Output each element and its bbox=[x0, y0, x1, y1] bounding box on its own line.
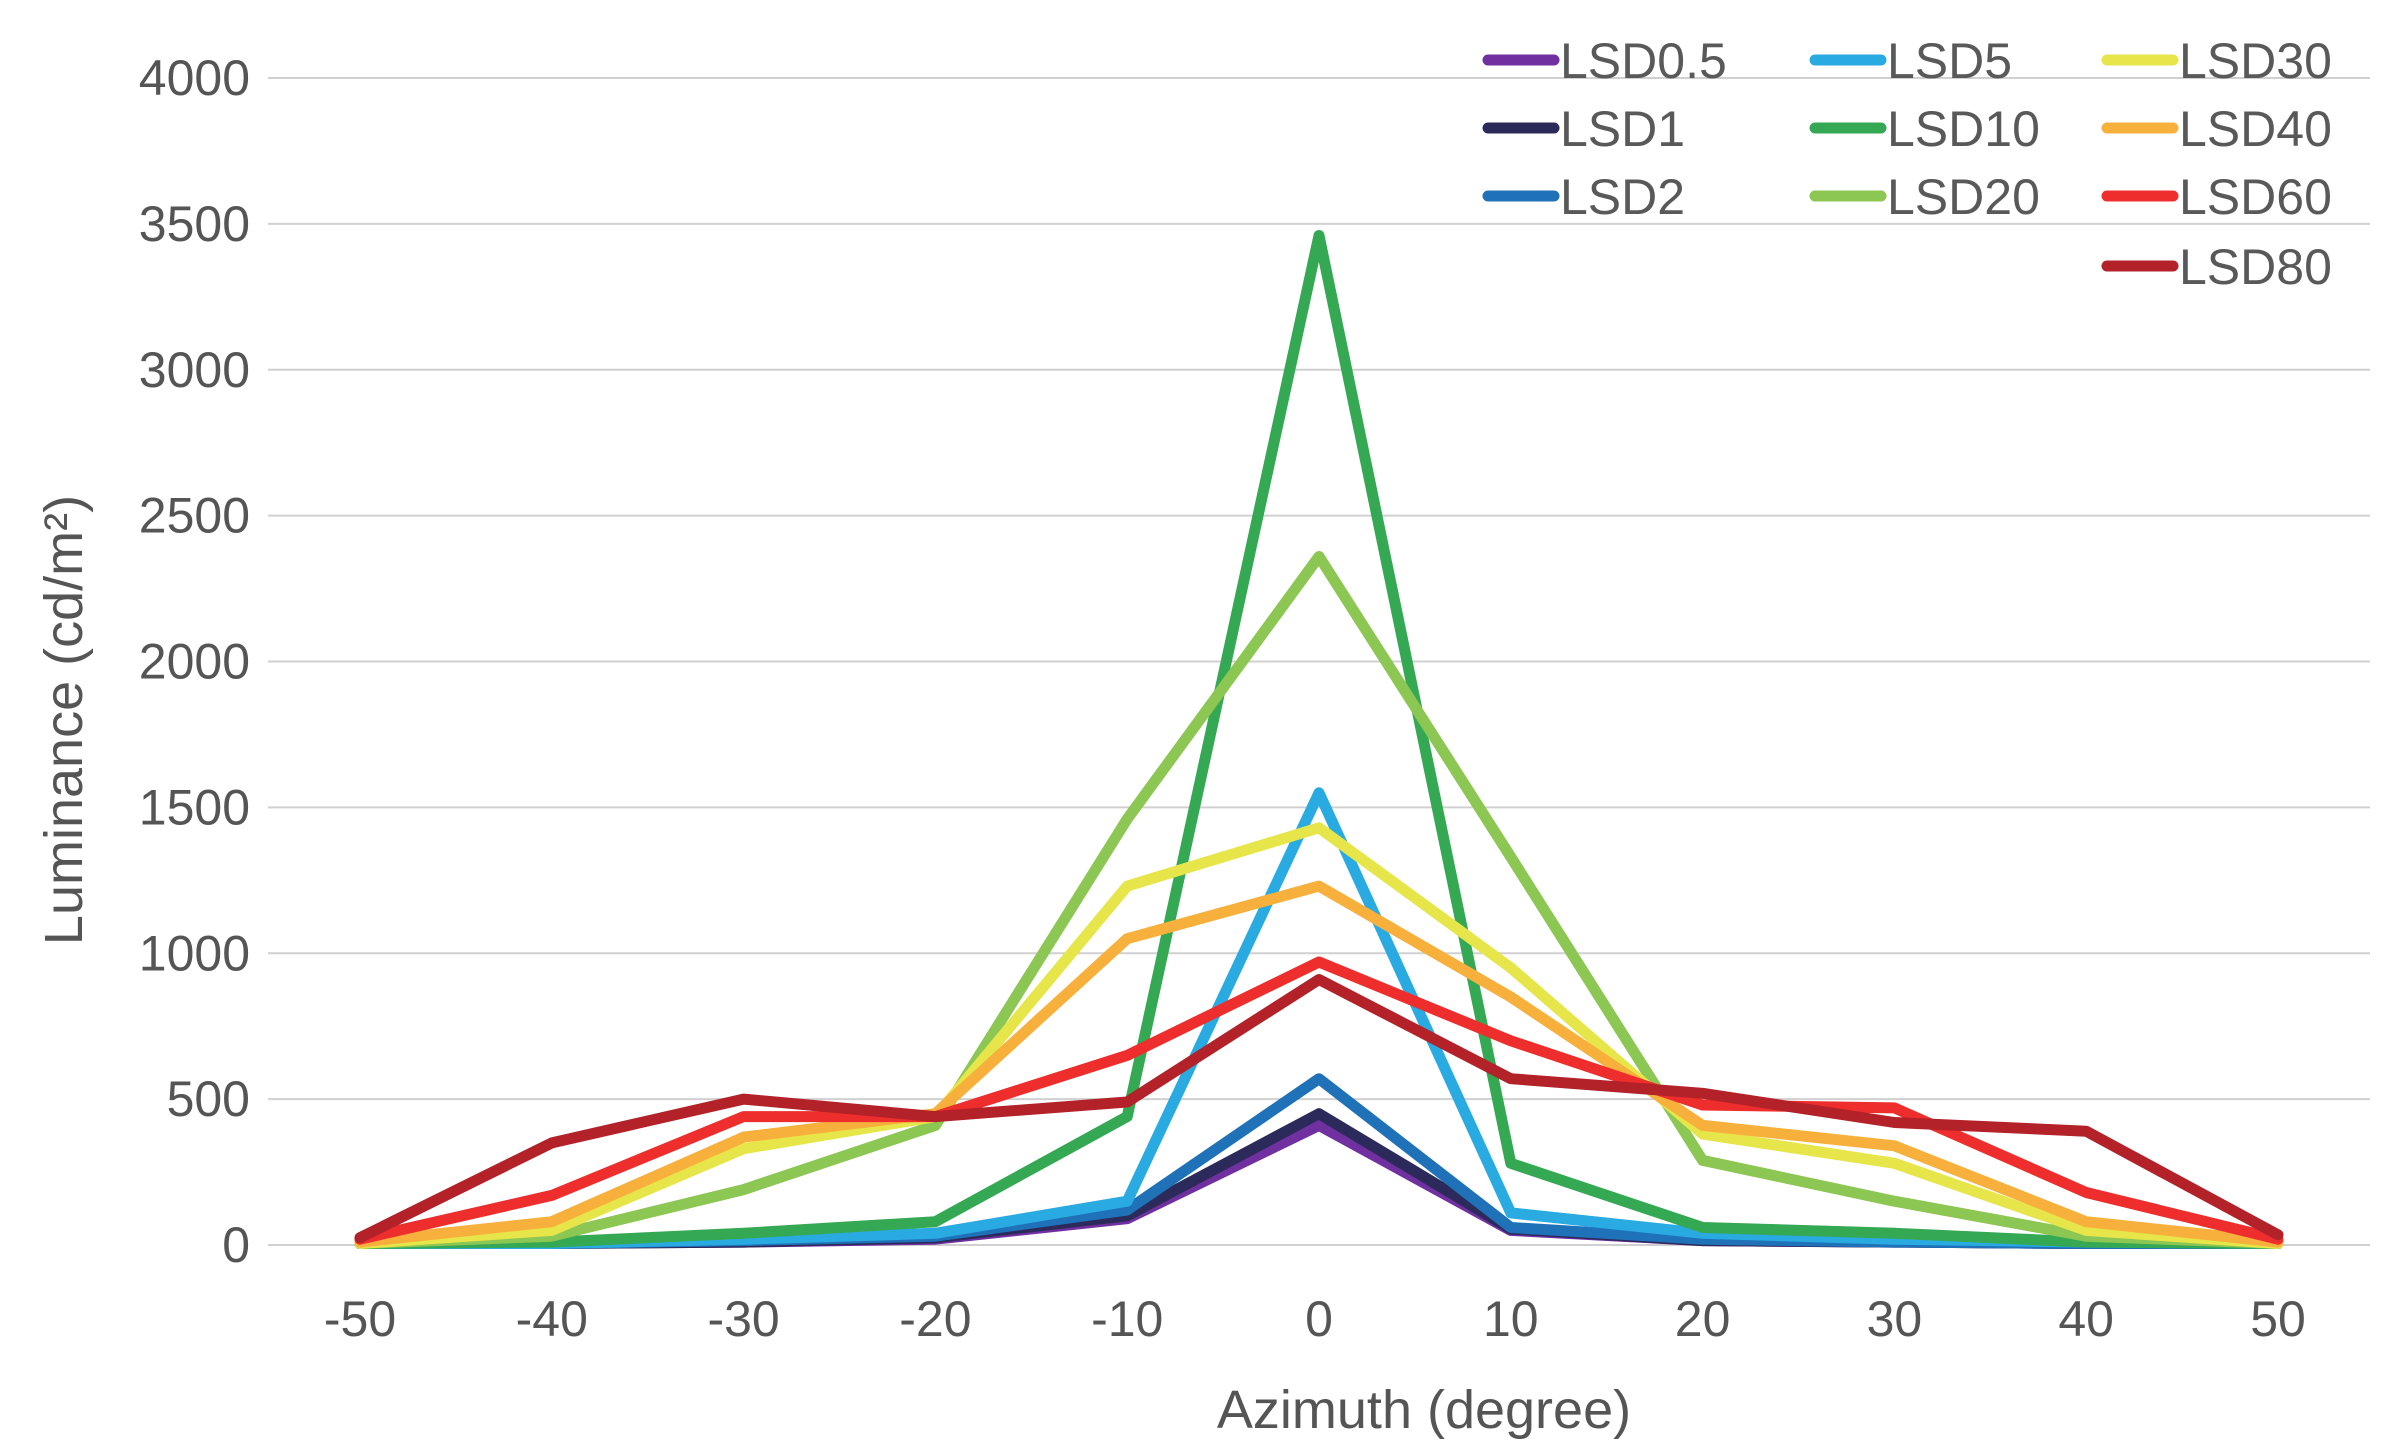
x-tick-label: -20 bbox=[899, 1291, 971, 1347]
x-tick-label: -30 bbox=[707, 1291, 779, 1347]
legend-label: LSD0.5 bbox=[1560, 33, 1727, 89]
series-line-lsd60 bbox=[354, 956, 2284, 1245]
legend-label: LSD10 bbox=[1887, 101, 2040, 157]
legend-label: LSD2 bbox=[1560, 169, 1685, 225]
y-tick-label: 0 bbox=[222, 1217, 250, 1273]
legend-label: LSD5 bbox=[1887, 33, 2012, 89]
y-axis-title: Luminance (cd/m²) bbox=[34, 495, 94, 945]
series-line-lsd30 bbox=[354, 822, 2284, 1249]
y-tick-label: 500 bbox=[167, 1071, 250, 1127]
y-tick-label: 2000 bbox=[139, 634, 250, 690]
x-tick-label: -10 bbox=[1091, 1291, 1163, 1347]
y-tick-label: 1000 bbox=[139, 925, 250, 981]
x-axis-ticks: -50 -40 -30 -20 -10 0 10 20 30 40 50 bbox=[324, 1291, 2306, 1347]
x-axis-title: Azimuth (degree) bbox=[1217, 1380, 1631, 1440]
legend-label: LSD80 bbox=[2179, 239, 2332, 295]
series-line-lsd40 bbox=[354, 880, 2284, 1248]
gridlines bbox=[268, 77, 2370, 1246]
series-line-lsd80 bbox=[354, 974, 2284, 1244]
x-tick-label: 20 bbox=[1675, 1291, 1731, 1347]
x-tick-label: 30 bbox=[1867, 1291, 1923, 1347]
legend-label: LSD40 bbox=[2179, 101, 2332, 157]
legend-label: LSD20 bbox=[1887, 169, 2040, 225]
x-tick-label: -50 bbox=[324, 1291, 396, 1347]
x-tick-label: 40 bbox=[2058, 1291, 2114, 1347]
y-tick-label: 1500 bbox=[139, 779, 250, 835]
y-tick-label: 2500 bbox=[139, 488, 250, 544]
legend: LSD0.5 LSD1 LSD2 LSD5 LSD10 LSD20 LSD30 LSD40 LS… bbox=[1482, 33, 2332, 295]
y-axis-ticks: 0 500 1000 1500 2000 2500 3000 3500 4000 bbox=[139, 50, 250, 1273]
x-tick-label: 10 bbox=[1483, 1291, 1539, 1347]
series-lines bbox=[354, 230, 2284, 1249]
legend-label: LSD1 bbox=[1560, 101, 1685, 157]
y-tick-label: 4000 bbox=[139, 50, 250, 106]
series-line-lsd20 bbox=[354, 551, 2284, 1249]
legend-label: LSD60 bbox=[2179, 169, 2332, 225]
legend-label: LSD30 bbox=[2179, 33, 2332, 89]
x-tick-label: 0 bbox=[1305, 1291, 1333, 1347]
x-tick-label: 50 bbox=[2250, 1291, 2306, 1347]
series-line-lsd10 bbox=[354, 230, 2284, 1249]
x-tick-label: -40 bbox=[516, 1291, 588, 1347]
y-tick-label: 3500 bbox=[139, 196, 250, 252]
y-tick-label: 3000 bbox=[139, 342, 250, 398]
